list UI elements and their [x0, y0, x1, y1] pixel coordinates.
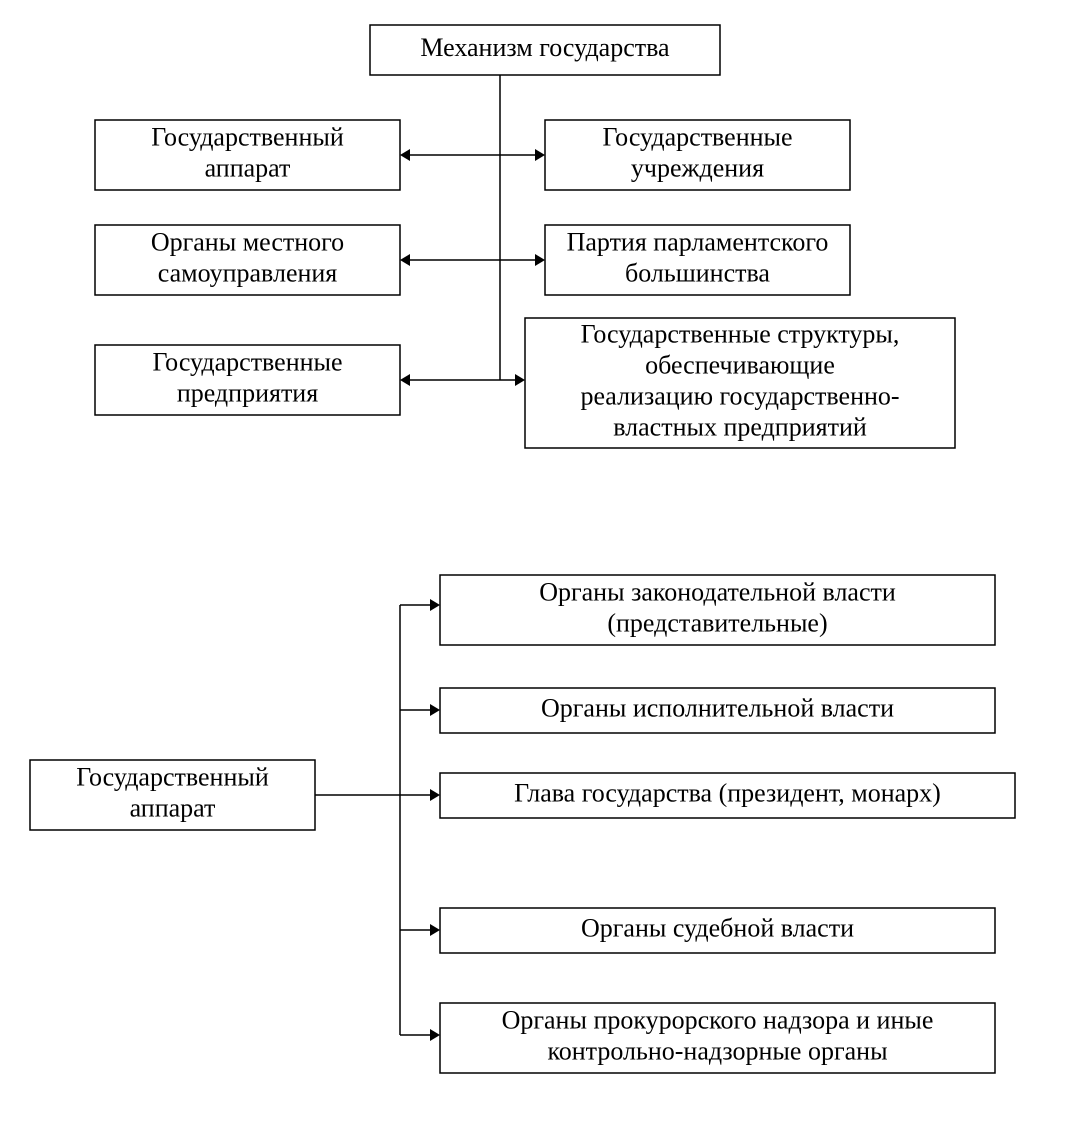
d1-root-line-0: Механизм государства	[420, 33, 670, 62]
arrowhead	[430, 1029, 440, 1041]
arrowhead	[430, 704, 440, 716]
d2-child-3: Органы судебной власти	[440, 908, 995, 953]
d2-child-4: Органы прокурорского надзора и иныеконтр…	[440, 1003, 995, 1073]
d1-left-1-line-1: аппарат	[205, 153, 291, 182]
arrowhead	[535, 149, 545, 161]
arrowhead	[400, 149, 410, 161]
diagram-canvas: Механизм государстваГосударственныйаппар…	[0, 0, 1092, 1128]
d1-left-2-line-1: самоуправления	[158, 258, 338, 287]
arrowhead	[430, 924, 440, 936]
d2-child-0: Органы законодательной власти(представит…	[440, 575, 995, 645]
d1-right-2-line-0: Партия парламентского	[567, 227, 829, 256]
d1-left-3-line-1: предприятия	[177, 378, 318, 407]
d1-right-3: Государственные структуры,обеспечивающие…	[525, 318, 955, 448]
d2-child-4-line-0: Органы прокурорского надзора и иные	[502, 1005, 934, 1034]
d2-child-3-line-0: Органы судебной власти	[581, 913, 854, 942]
d1-right-1-line-0: Государственные	[602, 122, 792, 151]
arrowhead	[515, 374, 525, 386]
d1-left-1: Государственныйаппарат	[95, 120, 400, 190]
d2-child-0-line-1: (представительные)	[607, 608, 827, 637]
d2-child-2: Глава государства (президент, монарх)	[440, 773, 1015, 818]
d2-root-line-0: Государственный	[76, 762, 269, 791]
arrowhead	[535, 254, 545, 266]
d1-right-1: Государственныеучреждения	[545, 120, 850, 190]
d1-right-3-line-2: реализацию государственно-	[580, 381, 899, 410]
d2-root: Государственныйаппарат	[30, 760, 315, 830]
arrowhead	[400, 254, 410, 266]
d1-right-2-line-1: большинства	[625, 258, 770, 287]
d1-right-1-line-1: учреждения	[631, 153, 764, 182]
d1-left-2: Органы местногосамоуправления	[95, 225, 400, 295]
d1-right-3-line-3: властных предприятий	[613, 412, 867, 441]
d2-child-1-line-0: Органы исполнительной власти	[541, 693, 894, 722]
d1-right-2: Партия парламентскогобольшинства	[545, 225, 850, 295]
d2-child-0-line-0: Органы законодательной власти	[539, 577, 896, 606]
d2-child-2-line-0: Глава государства (президент, монарх)	[514, 778, 941, 807]
arrowhead	[430, 789, 440, 801]
d1-root: Механизм государства	[370, 25, 720, 75]
d1-left-1-line-0: Государственный	[151, 122, 344, 151]
arrowhead	[430, 599, 440, 611]
d2-root-line-1: аппарат	[130, 793, 216, 822]
d1-right-3-line-1: обеспечивающие	[645, 350, 835, 379]
d1-left-3-line-0: Государственные	[152, 347, 342, 376]
d2-child-4-line-1: контрольно-надзорные органы	[547, 1036, 887, 1065]
d2-child-1: Органы исполнительной власти	[440, 688, 995, 733]
d1-left-2-line-0: Органы местного	[151, 227, 344, 256]
d1-right-3-line-0: Государственные структуры,	[581, 319, 900, 348]
arrowhead	[400, 374, 410, 386]
d1-left-3: Государственныепредприятия	[95, 345, 400, 415]
